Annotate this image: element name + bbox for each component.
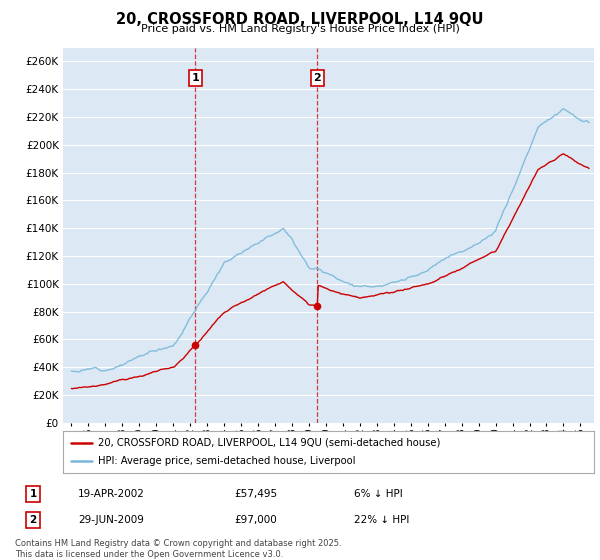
Text: 20, CROSSFORD ROAD, LIVERPOOL, L14 9QU: 20, CROSSFORD ROAD, LIVERPOOL, L14 9QU	[116, 12, 484, 27]
Text: 20, CROSSFORD ROAD, LIVERPOOL, L14 9QU (semi-detached house): 20, CROSSFORD ROAD, LIVERPOOL, L14 9QU (…	[98, 438, 440, 448]
Text: £97,000: £97,000	[234, 515, 277, 525]
Text: 2: 2	[313, 73, 321, 83]
Text: £57,495: £57,495	[234, 489, 277, 499]
Text: Price paid vs. HM Land Registry's House Price Index (HPI): Price paid vs. HM Land Registry's House …	[140, 24, 460, 34]
Text: 19-APR-2002: 19-APR-2002	[78, 489, 145, 499]
Text: 1: 1	[29, 489, 37, 499]
Text: HPI: Average price, semi-detached house, Liverpool: HPI: Average price, semi-detached house,…	[98, 456, 355, 466]
Text: 6% ↓ HPI: 6% ↓ HPI	[354, 489, 403, 499]
Text: 29-JUN-2009: 29-JUN-2009	[78, 515, 144, 525]
Text: 1: 1	[191, 73, 199, 83]
Text: 22% ↓ HPI: 22% ↓ HPI	[354, 515, 409, 525]
Text: 2: 2	[29, 515, 37, 525]
Text: Contains HM Land Registry data © Crown copyright and database right 2025.
This d: Contains HM Land Registry data © Crown c…	[15, 539, 341, 559]
